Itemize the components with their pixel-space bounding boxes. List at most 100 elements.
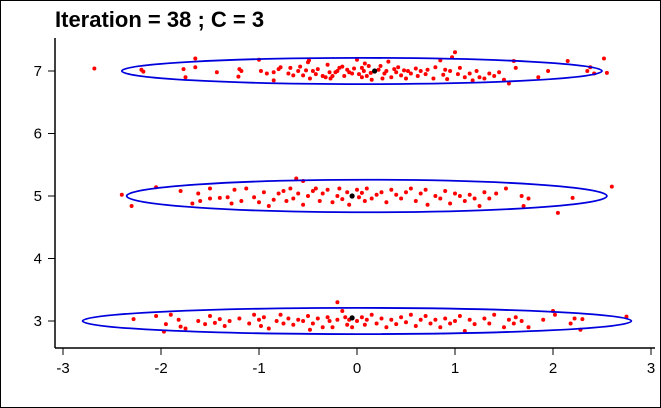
y-tick-label: 6 (34, 126, 42, 143)
cluster-3-point (327, 319, 332, 323)
cluster-1-point (405, 69, 410, 73)
cluster-2-point (284, 199, 289, 203)
cluster-3-point (247, 321, 252, 326)
cluster-2-point (208, 186, 212, 191)
cluster-1-point (565, 59, 570, 63)
cluster-3-point (384, 325, 389, 330)
cluster-3-point (176, 317, 181, 322)
cluster-1-point (457, 65, 462, 70)
cluster-2-point (477, 204, 482, 208)
cluster-1-point (315, 67, 320, 72)
cluster-1-point (92, 66, 97, 71)
cluster-3-point (541, 317, 546, 322)
cluster-1-point (396, 65, 401, 70)
cluster-3-point (379, 316, 384, 321)
cluster-3-point (274, 319, 279, 323)
cluster-1-point (585, 69, 590, 73)
cluster-1-point (304, 68, 309, 73)
cluster-3-point (511, 321, 516, 326)
cluster-1-point (359, 75, 364, 80)
cluster-3-point (227, 319, 232, 323)
cluster-2-point (369, 196, 374, 201)
cluster-3-center (349, 315, 355, 321)
data-points (92, 50, 629, 334)
cluster-1-point (193, 56, 198, 61)
cluster-2-point (257, 200, 261, 205)
cluster-2-point (261, 190, 266, 195)
cluster-2-point (119, 192, 124, 197)
cluster-2-point (239, 199, 244, 203)
cluster-3-point (203, 322, 208, 327)
cluster-3-point (448, 321, 453, 326)
cluster-3-point (408, 312, 413, 317)
cluster-1-point (298, 64, 303, 69)
cluster-2-point (301, 202, 306, 207)
cluster-2-point (335, 194, 340, 198)
cluster-2-point (271, 197, 276, 202)
cluster-3-point (178, 324, 183, 329)
cluster-2-point (389, 187, 394, 192)
cluster-3-point (552, 312, 557, 317)
cluster-1-point (470, 78, 475, 83)
cluster-1-point (327, 70, 332, 75)
cluster-3-point (261, 315, 266, 320)
cluster-1-point (474, 69, 479, 73)
cluster-3-point (519, 319, 524, 323)
cluster-3-point (394, 322, 399, 327)
cluster-1-point (402, 68, 407, 73)
cluster-3-point (278, 312, 283, 317)
cluster-3-point (433, 317, 438, 322)
cluster-2-point (178, 189, 183, 193)
cluster-2-point (217, 195, 222, 200)
cluster-2-point (482, 190, 487, 195)
cluster-3-point (196, 319, 201, 323)
cluster-2-point (313, 186, 318, 191)
y-tick-label: 4 (34, 251, 42, 268)
cluster-1-point (310, 69, 315, 73)
cluster-3-point (315, 316, 320, 321)
cluster-2-point (433, 194, 438, 198)
cluster-2-point (276, 191, 281, 196)
cluster-3-point (340, 309, 345, 313)
cluster-1-point (356, 72, 361, 77)
cluster-1-point (325, 62, 330, 67)
cluster-2-point (472, 196, 477, 201)
cluster-3-point (513, 315, 518, 320)
cluster-1-point (477, 75, 482, 80)
cluster-1-point (399, 73, 404, 78)
chart-title: Iteration = 38 ; C = 3 (55, 7, 264, 32)
cluster-3-point (325, 315, 330, 320)
cluster-3-point (374, 321, 379, 326)
cluster-1-point (455, 72, 460, 77)
cluster-2-point (448, 201, 453, 206)
x-tick-label: 3 (647, 360, 655, 377)
cluster-1-point (467, 71, 472, 76)
x-tick-label: -3 (56, 360, 69, 377)
cluster-2-point (356, 195, 361, 200)
cluster-1-point (214, 70, 219, 75)
cluster-3-point (310, 321, 315, 326)
cluster-2-ellipse (125, 178, 608, 214)
cluster-2-point (362, 199, 367, 203)
cluster-1-point (513, 65, 518, 70)
cluster-3-point (163, 322, 168, 327)
cluster-2-point (208, 196, 212, 201)
cluster-1-center (372, 68, 378, 74)
cluster-3-point (208, 314, 212, 318)
cluster-3-point (183, 326, 188, 331)
cluster-1-point (392, 67, 397, 72)
cluster-2-point (526, 196, 531, 201)
x-tick-label: -2 (154, 360, 167, 377)
cluster-1-point (306, 58, 311, 63)
cluster-1-point (236, 74, 241, 79)
cluster-3-point (580, 317, 585, 322)
cluster-3-point (482, 316, 487, 321)
cluster-2-point (418, 191, 423, 196)
cluster-1-point (271, 78, 276, 83)
cluster-3-point (320, 325, 325, 330)
cluster-2-point (379, 190, 384, 195)
cluster-3-point (428, 321, 433, 326)
y-tick-label: 7 (34, 63, 42, 80)
cluster-3-point (568, 321, 573, 326)
cluster-1-point (258, 69, 263, 73)
